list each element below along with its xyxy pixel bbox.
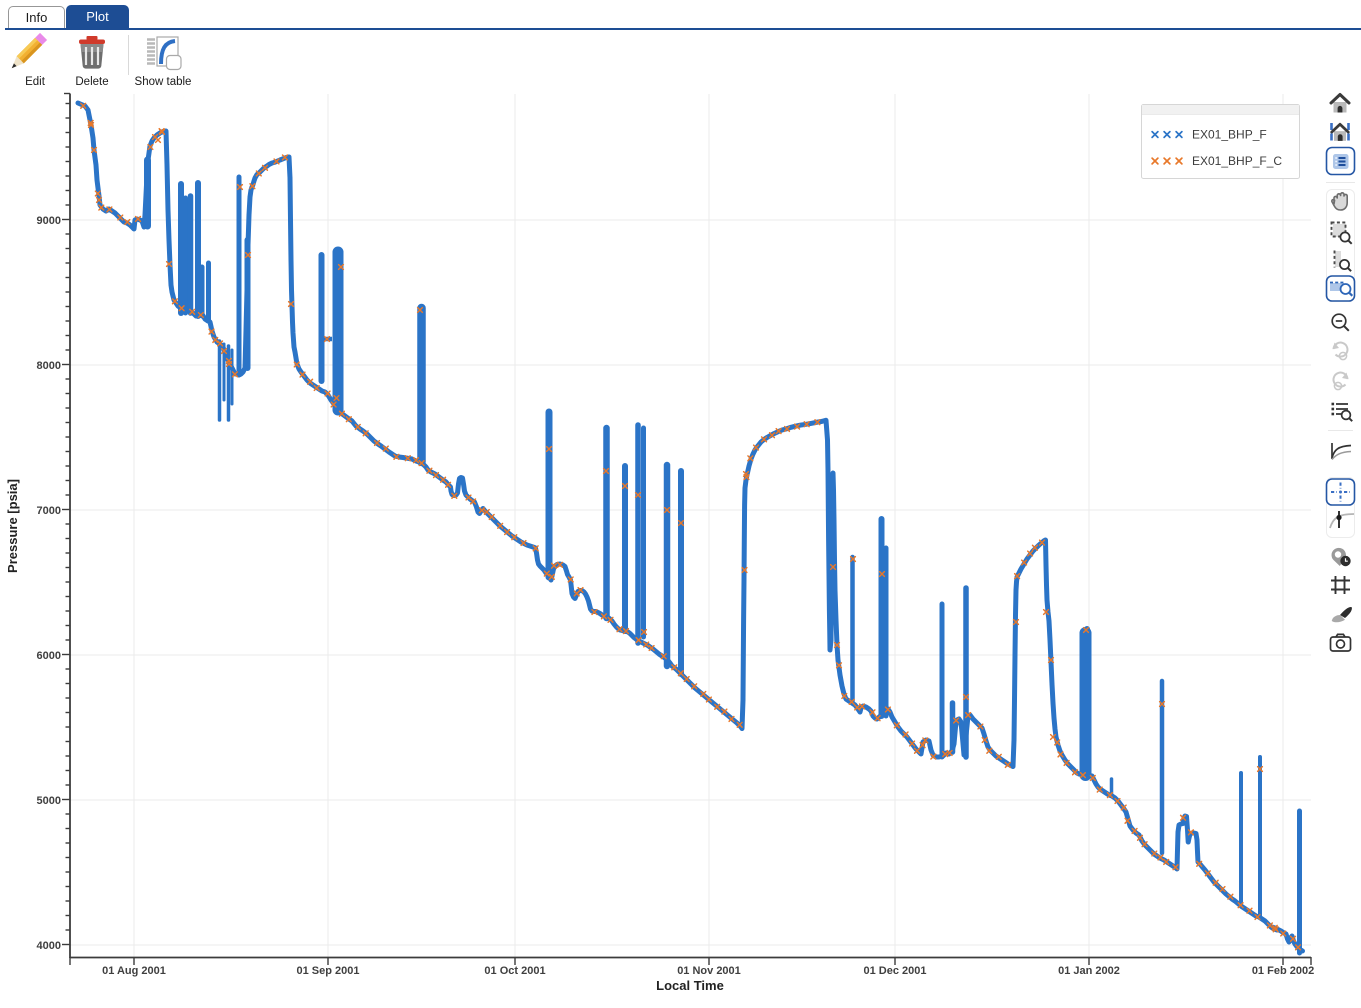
svg-text:01 Sep 2001: 01 Sep 2001 bbox=[297, 965, 360, 977]
svg-text:Edit: Edit bbox=[25, 76, 46, 88]
svg-text:Pressure [psia]: Pressure [psia] bbox=[5, 479, 20, 573]
svg-text:7000: 7000 bbox=[37, 505, 61, 517]
svg-text:Local Time: Local Time bbox=[656, 978, 724, 993]
svg-text:01 Dec 2001: 01 Dec 2001 bbox=[864, 965, 927, 977]
svg-text:01 Nov 2001: 01 Nov 2001 bbox=[677, 965, 741, 977]
svg-text:4000: 4000 bbox=[37, 940, 61, 952]
svg-text:5000: 5000 bbox=[37, 795, 61, 807]
svg-text:8000: 8000 bbox=[37, 360, 61, 372]
svg-text:6000: 6000 bbox=[37, 650, 61, 662]
svg-text:Show table: Show table bbox=[135, 76, 192, 88]
svg-text:01 Oct 2001: 01 Oct 2001 bbox=[484, 965, 545, 977]
svg-text:9000: 9000 bbox=[37, 215, 61, 227]
svg-text:Delete: Delete bbox=[75, 76, 108, 88]
svg-text:01 Feb 2002: 01 Feb 2002 bbox=[1252, 965, 1314, 977]
svg-text:EX01_BHP_F: EX01_BHP_F bbox=[1192, 128, 1267, 142]
svg-text:EX01_BHP_F_C: EX01_BHP_F_C bbox=[1192, 154, 1282, 168]
svg-text:01 Jan 2002: 01 Jan 2002 bbox=[1058, 965, 1120, 977]
svg-text:01 Aug 2001: 01 Aug 2001 bbox=[102, 965, 166, 977]
